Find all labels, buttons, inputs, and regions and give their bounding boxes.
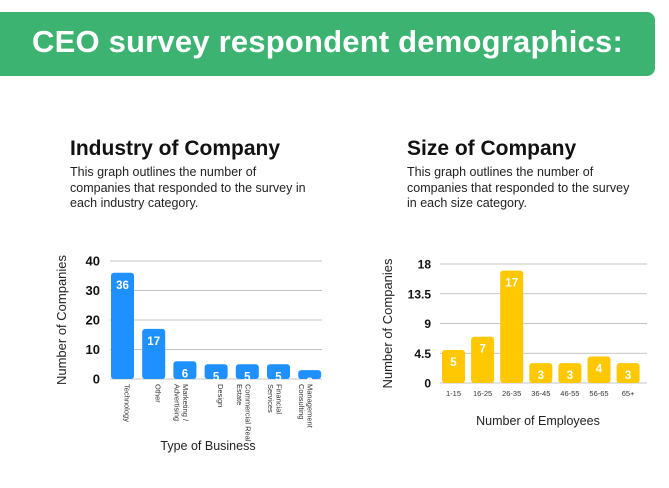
industry-bar [204,364,228,379]
industry-category-label: FinancialServices [266,384,284,414]
banner: CEO survey respondent demographics: [0,12,655,76]
size-bar-value-label: 17 [505,278,518,290]
industry-x-axis-title: Type of Business [160,439,255,453]
size-bar [529,363,553,383]
industry-category-label: ManagementConsulting [297,384,315,429]
size-category-label: 46-55 [560,389,579,398]
size-category-label: 1-15 [446,389,461,398]
size-y-tick-label: 4.5 [414,347,431,361]
industry-chart-description: This graph outlines the number of compan… [70,165,306,210]
size-bar [500,270,524,383]
industry-bar [142,328,166,379]
industry-bar [173,361,197,379]
size-y-tick-label: 18 [418,258,432,272]
size-bar [558,363,582,383]
size-chart-title: Size of Company [407,137,577,160]
industry-chart-title: Industry of Company [70,137,281,160]
size-bar [616,363,640,383]
size-category-label: 56-65 [589,389,608,398]
size-chart-description: This graph outlines the number of compan… [407,165,630,210]
industry-category-label: Marketing /Advertising [172,384,190,422]
size-category-label: 16-25 [473,389,492,398]
industry-bar-value-label: 6 [182,368,188,380]
size-category-label: 26-35 [502,389,521,398]
size-bar [471,336,495,383]
size-y-tick-label: 13.5 [408,287,432,301]
size-x-axis-title: Number of Employees [476,414,600,428]
industry-y-tick-label: 30 [86,283,100,298]
industry-bar-value-label: 5 [244,371,251,383]
industry-bar-value-label: 3 [306,377,312,389]
size-bar [587,356,611,383]
industry-bar [111,272,134,379]
size-category-label: 65+ [622,389,635,398]
industry-category-label: Commercial RealEstate [235,384,253,442]
size-bar [442,349,465,383]
size-y-tick-label: 9 [424,317,431,331]
size-category-label: 36-45 [531,389,550,398]
banner-title: CEO survey respondent demographics: [32,24,623,59]
size-bar-value-label: 3 [538,370,544,382]
size-bar-value-label: 7 [479,344,485,356]
industry-bar [267,364,290,379]
industry-category-label: Technology [123,384,132,422]
industry-category-label: Design [216,384,225,407]
size-y-axis-title: Number of Companies [380,258,395,389]
size-bar-value-label: 4 [596,364,603,376]
industry-bar [235,364,259,379]
industry-bar-value-label: 36 [116,280,129,292]
industry-bar-value-label: 5 [275,371,282,383]
industry-bar-value-label: 5 [213,371,220,383]
industry-category-label: Other [154,384,163,403]
industry-y-tick-label: 0 [93,372,100,387]
industry-y-tick-label: 20 [86,313,100,328]
size-bar-value-label: 5 [450,357,457,369]
industry-bar-value-label: 17 [147,336,160,348]
industry-bar [298,370,322,379]
industry-y-tick-label: 40 [86,254,100,269]
size-bar-value-label: 3 [625,370,631,382]
industry-y-axis-title: Number of Companies [54,254,69,385]
size-y-tick-label: 0 [424,377,431,391]
industry-y-tick-label: 10 [86,342,100,357]
size-bar-value-label: 3 [567,370,573,382]
